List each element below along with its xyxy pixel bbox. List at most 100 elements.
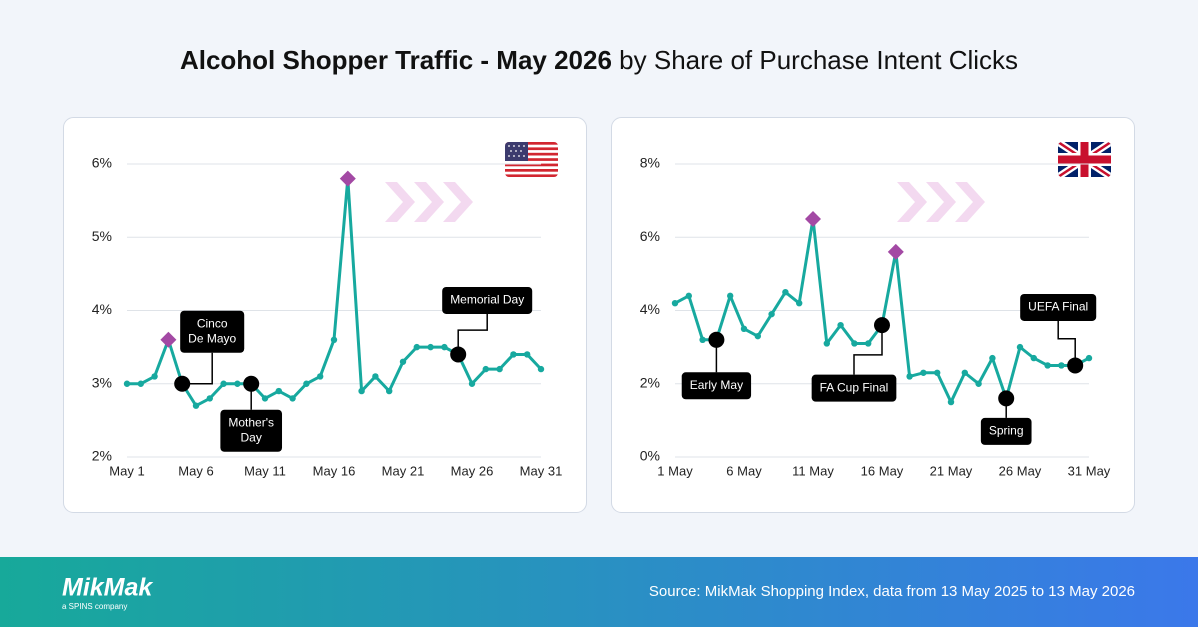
data-point [206,395,213,402]
x-tick-label: May 16 [313,463,356,478]
peak-marker [805,210,821,227]
y-tick-label: 2% [92,448,112,464]
y-tick-label: 4% [640,301,660,317]
data-point [906,373,913,380]
data-point [192,402,200,409]
data-point [386,387,393,395]
y-tick-label: 8% [640,155,660,171]
data-point [220,380,227,387]
data-point [482,365,489,373]
y-tick-label: 4% [92,301,112,317]
data-point [989,354,996,362]
annotation-box [811,374,897,402]
annotation-box [1020,293,1097,321]
data-point [303,380,310,387]
x-tick-label: May 26 [451,463,494,478]
data-point [934,369,941,376]
uk-flag [1058,142,1111,177]
data-point [413,343,420,351]
annotation-box [220,409,283,452]
annotation-connector [1057,320,1076,366]
data-point [699,336,706,343]
annotation-connector [182,352,213,385]
y-tick-label: 5% [92,228,112,244]
data-point [441,343,448,351]
data-point [961,369,968,376]
annotation-connector [853,325,883,375]
peak-marker [160,331,177,348]
annotation-box [681,372,752,400]
x-tick-label: 16 May [861,463,904,478]
annotation-label: Day [241,430,262,444]
data-point [537,365,545,373]
x-tick-label: 21 May [930,463,973,478]
annotation-box [980,417,1032,445]
data-point [1016,343,1024,351]
page-title: Alcohol Shopper Traffic - May 2026 by Sh… [180,45,1018,75]
x-tick-label: 6 May [726,463,762,478]
title-bold: Alcohol Shopper Traffic - May 2026 [180,45,612,75]
y-tick-label: 3% [92,374,112,390]
data-point [975,380,982,387]
x-tick-label: 1 May [657,463,693,478]
data-point [496,365,503,373]
data-point [123,380,131,387]
data-point [510,351,517,358]
data-point [151,373,158,380]
card [611,117,1135,513]
x-tick-label: 26 May [999,463,1042,478]
data-point [947,398,955,406]
data-point [289,395,296,402]
data-point [524,351,531,358]
data-point [372,373,379,380]
plots: 2% 3% 4% 5% 6% May 1 May 6 May 11 May 16 May 21 Ma… [92,155,1111,479]
data-point [727,292,734,300]
event-marker [998,390,1015,407]
peak-marker [887,243,904,260]
logo: MikMak [62,574,153,602]
y-tick-label: 0% [640,448,660,464]
footer-bar [0,557,1198,627]
event-marker [243,375,260,392]
data-point [137,380,144,387]
y-tick-label: 6% [640,228,660,244]
data-point [754,332,761,340]
annotation-box [180,310,245,353]
data-point [865,340,872,347]
x-tick-label: May 6 [178,463,213,478]
data-point [851,340,858,347]
data-point [1044,362,1051,369]
data-point [837,321,844,329]
data-point [330,336,338,343]
data-point [427,343,434,351]
x-tick-label: May 11 [244,463,286,478]
x-tick-label: May 31 [520,463,563,478]
peak-marker [339,170,356,187]
annotation-connector [457,313,488,355]
data-point [275,387,282,395]
data-point [685,292,692,300]
decoration-chevrons [385,182,985,222]
source-note: Source: MikMak Shopping Index, data from… [649,583,1135,600]
y-tick-label: 2% [640,374,660,390]
data-point [823,340,830,347]
x-tick-label: 11 May [792,463,834,478]
data-point [261,395,269,402]
data-point [782,288,789,296]
annotation-label: Mother's [228,415,274,429]
annotation-box [442,286,533,314]
annotation-label: Cinco [197,316,228,330]
data-point [768,310,775,318]
data-point [920,369,927,376]
data-point [1030,354,1038,362]
data-point [740,325,748,333]
x-tick-label: May 21 [382,463,425,478]
annotation-label: Early May [690,378,743,392]
us-flag [505,142,558,177]
event-marker [708,331,725,348]
data-point [399,358,407,365]
annotation-label: FA Cup Final [820,380,889,394]
annotation-label: UEFA Final [1028,300,1088,314]
x-tick-label: May 1 [109,463,144,478]
data-point [1085,354,1093,362]
